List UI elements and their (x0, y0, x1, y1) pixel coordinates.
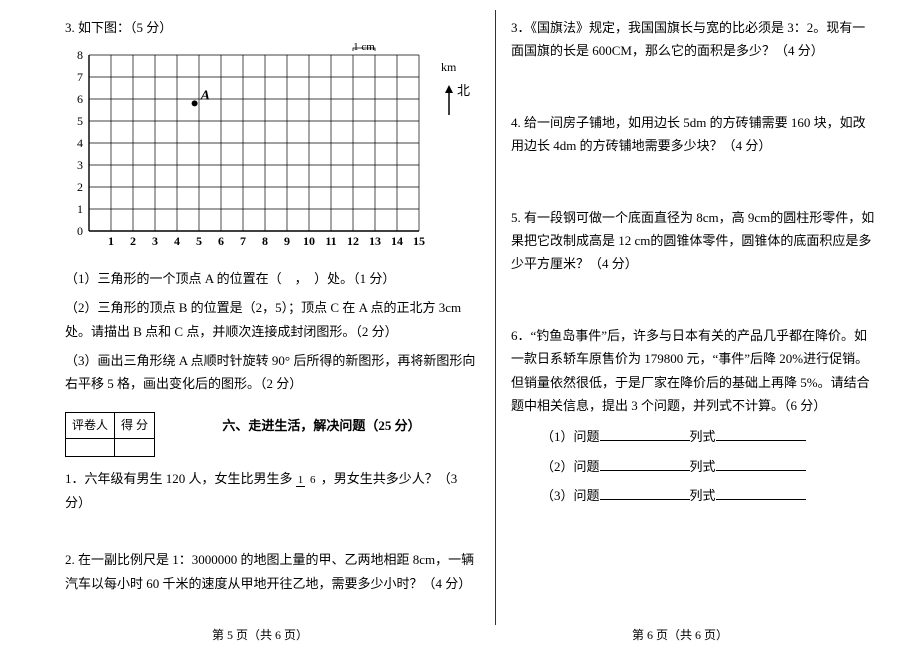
svg-text:1: 1 (108, 234, 114, 248)
svg-text:7: 7 (240, 234, 246, 248)
blank-row: （3）问题 列式 (541, 484, 875, 507)
blanks-list: （1）问题列式（2）问题列式（3）问题列式 (511, 425, 875, 507)
blank-row: （2）问题 列式 (541, 455, 875, 478)
svg-text:A: A (200, 89, 210, 104)
q3-sub2: （2）三角形的顶点 B 的位置是（2，5）；顶点 C 在 A 点的正北方 3cm… (65, 296, 480, 343)
q-s6: 6．“钓鱼岛事件”后，许多与日本有关的产品几乎都在降价。如一款日系轿车原售价为 … (511, 324, 875, 418)
blank-q-label: 问题 (574, 459, 600, 474)
left-column: 3. 如下图：（5 分） 012345678123456789101112131… (50, 10, 496, 625)
blank-q-label: 问题 (574, 488, 600, 503)
blank-f-line (716, 428, 806, 441)
q-s5: 5. 有一段钢可做一个底面直径为 8cm，高 9cm的圆柱形零件，如果把它改制成… (511, 206, 875, 276)
blank-q-label: 问题 (574, 429, 600, 444)
q-s1: 1．六年级有男生 120 人，女生比男生多 1 6 ，男女生共多少人？（3 分） (65, 467, 480, 514)
svg-text:14: 14 (391, 234, 403, 248)
svg-text:5: 5 (77, 114, 83, 128)
frac-num: 1 (296, 474, 306, 487)
blank-prefix: （2） (541, 459, 574, 474)
svg-text:3: 3 (152, 234, 158, 248)
blank-q-line (600, 428, 690, 441)
svg-text:北: 北 (457, 83, 470, 98)
blank-q-line (600, 487, 690, 500)
svg-text:4: 4 (174, 234, 180, 248)
svg-text:7: 7 (77, 70, 83, 84)
blank-f-line (716, 487, 806, 500)
blank-f-line (716, 458, 806, 471)
grid-svg: 0123456781234567891011121314151 cmkm北A (65, 43, 480, 253)
q3-sub1: （1）三角形的一个顶点 A 的位置在（ ， ）处。（1 分） (65, 267, 480, 290)
svg-text:13: 13 (369, 234, 381, 248)
blank-f-label: 列式 (690, 488, 716, 503)
svg-text:12: 12 (347, 234, 359, 248)
svg-text:9: 9 (284, 234, 290, 248)
q-s2: 2. 在一副比例尺是 1：3000000 的地图上量的甲、乙两地相距 8cm，一… (65, 548, 480, 595)
page-columns: 3. 如下图：（5 分） 012345678123456789101112131… (0, 0, 920, 625)
svg-text:10: 10 (303, 234, 315, 248)
section6-title: 六、走进生活，解决问题（25 分） (163, 414, 480, 437)
blank-f-label: 列式 (690, 429, 716, 444)
svg-text:8: 8 (262, 234, 268, 248)
right-column: 3．《国旗法》规定，我国国旗长与宽的比必须是 3：2。现有一面国旗的长是 600… (496, 10, 890, 625)
footer: 第 5 页（共 6 页） 第 6 页（共 6 页） (0, 625, 920, 647)
score-box: 评卷人 得 分 (65, 412, 155, 458)
q3-sub3: （3）画出三角形绕 A 点顺时针旋转 90° 后所得的新图形，再将新图形向右平移… (65, 349, 480, 396)
blank-q-line (600, 458, 690, 471)
blank-prefix: （3） (541, 488, 574, 503)
svg-text:8: 8 (77, 48, 83, 62)
q-s4: 4. 给一间房子铺地，如用边长 5dm 的方砖铺需要 160 块，如改用边长 4… (511, 111, 875, 158)
blank-prefix: （1） (541, 429, 574, 444)
q-s1-frac: 1 6 (296, 475, 318, 486)
svg-text:1: 1 (77, 202, 83, 216)
svg-text:6: 6 (218, 234, 224, 248)
svg-text:4: 4 (77, 136, 83, 150)
q-s3: 3．《国旗法》规定，我国国旗长与宽的比必须是 3：2。现有一面国旗的长是 600… (511, 16, 875, 63)
section6-title-wrap: 六、走进生活，解决问题（25 分） (163, 408, 480, 443)
svg-text:11: 11 (325, 234, 336, 248)
svg-text:5: 5 (196, 234, 202, 248)
svg-text:15: 15 (413, 234, 425, 248)
svg-text:3: 3 (77, 158, 83, 172)
blank-row: （1）问题 列式 (541, 425, 875, 448)
footer-left: 第 5 页（共 6 页） (50, 625, 470, 647)
blank-f-label: 列式 (690, 459, 716, 474)
svg-text:6: 6 (77, 92, 83, 106)
score-h2: 得 分 (115, 412, 155, 439)
svg-text:2: 2 (77, 180, 83, 194)
section6-header-row: 评卷人 得 分 六、走进生活，解决问题（25 分） (65, 408, 480, 462)
frac-den: 6 (308, 474, 318, 486)
svg-text:0: 0 (77, 224, 83, 238)
svg-text:km: km (441, 60, 457, 74)
q-s1-pre: 1．六年级有男生 120 人，女生比男生多 (65, 471, 293, 486)
score-h1: 评卷人 (66, 412, 115, 439)
q3-title: 3. 如下图：（5 分） (65, 16, 480, 39)
q3-grid-figure: 0123456781234567891011121314151 cmkm北A (65, 43, 480, 260)
svg-text:2: 2 (130, 234, 136, 248)
footer-right: 第 6 页（共 6 页） (470, 625, 890, 647)
